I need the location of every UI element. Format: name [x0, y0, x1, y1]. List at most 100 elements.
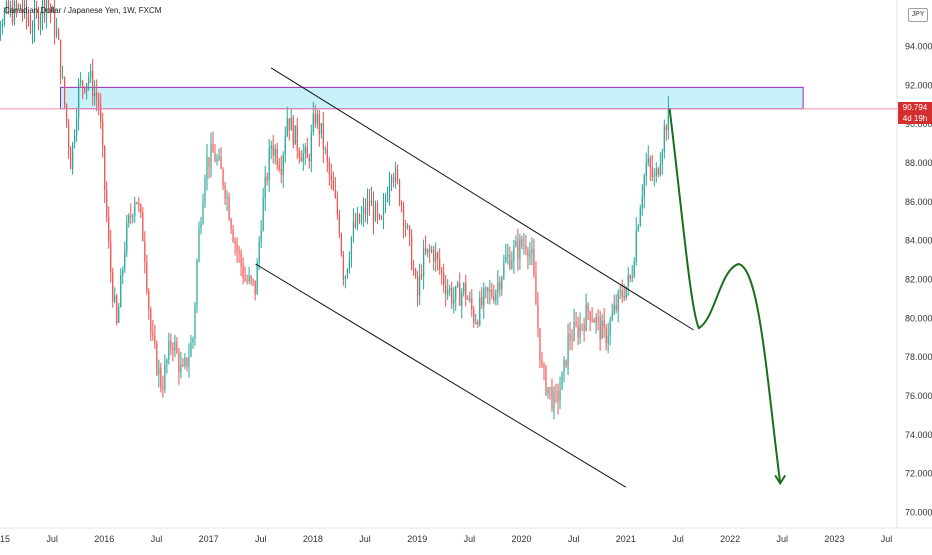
candle [23, 0, 26, 19]
candle-body [296, 125, 298, 151]
candle [471, 288, 473, 317]
candle [641, 183, 643, 217]
candle-body [521, 238, 523, 247]
candle-body [120, 275, 122, 308]
candle-body [423, 248, 425, 277]
candle-body [168, 341, 170, 360]
candle-body [29, 23, 32, 33]
candle-body [601, 320, 603, 339]
candle [603, 308, 605, 338]
resistance-zone[interactable] [59, 86, 804, 110]
candle-body [557, 391, 559, 402]
candle-body [94, 92, 96, 97]
candle [300, 150, 302, 162]
candle-body [276, 148, 278, 166]
candle-body [661, 151, 663, 165]
candle [563, 356, 565, 383]
candle [573, 308, 575, 342]
candle-body [126, 222, 128, 252]
candle [230, 217, 232, 235]
candle-body [204, 178, 206, 203]
candle-body [324, 149, 326, 151]
candle-body [591, 320, 593, 322]
candle [124, 241, 126, 273]
candle-body [637, 225, 639, 231]
candle [274, 144, 276, 165]
candle [298, 147, 300, 164]
time-tick-label: Jul [464, 534, 476, 544]
candle [352, 208, 355, 243]
candle [266, 172, 268, 186]
candle-body [499, 282, 501, 290]
candle [110, 229, 112, 283]
candle [27, 12, 30, 27]
candle-body [158, 367, 160, 375]
candle-body [148, 290, 150, 310]
projection-layer [668, 108, 787, 486]
candle [613, 294, 615, 316]
candle [509, 246, 511, 271]
currency-badge[interactable]: JPY [908, 8, 928, 22]
channel-upper-line[interactable] [270, 67, 694, 331]
candle [100, 93, 102, 129]
candle-body [238, 250, 240, 253]
candle-body [585, 304, 587, 331]
candle-body [304, 147, 306, 154]
candle [571, 329, 573, 351]
price-axis[interactable]: 70.000 72.000 74.000 76.000 78.000 80.000 82.0… [905, 42, 932, 518]
candle [316, 109, 318, 129]
candle-body [312, 113, 314, 133]
candle [312, 101, 314, 136]
candle [380, 215, 383, 220]
candle-body [180, 364, 182, 373]
candle [190, 335, 192, 358]
candle [535, 261, 537, 305]
time-tick-label: 2018 [303, 534, 323, 544]
candle-body [316, 114, 318, 124]
candle [527, 247, 529, 270]
candle-body [621, 290, 623, 297]
candle-body [174, 342, 176, 351]
candle [41, 0, 44, 31]
candle [226, 190, 228, 211]
candle-body [655, 168, 657, 176]
channel-lower-line[interactable] [255, 263, 627, 488]
time-axis[interactable]: 2015 Jul 2016 Jul 2017 Jul 2018 Jul 2019 Jul 2020 J… [0, 534, 892, 544]
candle-body [41, 0, 44, 18]
bar-countdown: 4d 19h [902, 114, 928, 123]
candle [184, 353, 186, 370]
candle [222, 167, 224, 190]
candle-body [461, 292, 463, 306]
candle [112, 267, 114, 308]
candle [394, 161, 397, 189]
projection-path[interactable] [668, 108, 782, 484]
candle-body [23, 2, 26, 13]
candle-body [282, 154, 284, 175]
candle-body [376, 204, 379, 215]
candle-body [364, 207, 367, 215]
candle-body [39, 17, 42, 26]
candle-body [106, 189, 108, 217]
candle-body [503, 261, 505, 278]
candle [304, 143, 306, 166]
candle-body [567, 333, 569, 366]
candle [631, 264, 633, 283]
candle [3, 7, 6, 27]
candle-body [437, 252, 439, 260]
candle [551, 378, 553, 413]
candle [643, 173, 645, 209]
candle [483, 282, 485, 319]
candle [445, 274, 447, 307]
candle [581, 323, 583, 332]
candle [545, 364, 547, 397]
candle-body [344, 276, 347, 279]
candle [180, 351, 182, 379]
candle-body [565, 359, 567, 366]
time-tick-label: Jul [568, 534, 580, 544]
candle [76, 107, 78, 142]
candle [176, 336, 178, 355]
candle [575, 311, 577, 328]
candle-body [270, 145, 272, 149]
